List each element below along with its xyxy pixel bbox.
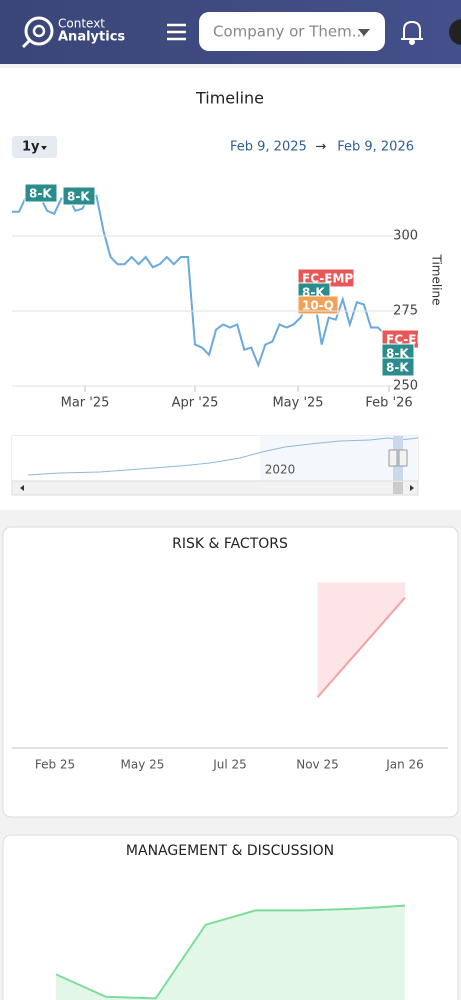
range-caret [41,146,47,150]
date-separator: → [316,140,327,155]
scroll-left[interactable] [20,485,24,491]
event-flag[interactable] [62,186,96,206]
x-tick-label: Apr '25 [172,396,219,411]
y-tick-label: 275 [393,304,418,319]
navigator-handle[interactable] [388,449,398,467]
navigator-label: 2020 [265,463,296,477]
y-axis-title: Timeline [430,253,444,305]
data-line [12,194,386,368]
event-flag-label: FC-EMP [386,333,437,347]
risk-title: RISK & FACTORS [172,536,288,552]
data-line [55,904,406,1000]
search-box[interactable] [199,12,385,51]
y-tick-label: 300 [393,229,418,244]
range-label: 1y [22,140,40,155]
event-flag-label: FC-EMP [302,272,353,286]
event-flag[interactable] [297,295,339,315]
scrollbar-thumb[interactable] [393,482,403,494]
timeline-title: Timeline [195,89,264,108]
y-tick-label: 250 [393,379,418,394]
date-from[interactable]: Feb 9, 2025 [230,140,307,155]
event-flag-label: 8-K [386,361,409,375]
search-caret [358,29,370,36]
x-tick-label: Nov 25 [296,758,339,772]
navigator-left [12,436,260,481]
range-button[interactable] [12,136,57,158]
event-flag-label: 8-K [29,187,52,201]
event-flag[interactable] [381,357,415,377]
event-flag-label: 8-K [386,347,409,361]
menu-button[interactable] [167,23,186,41]
risk-card [2,526,459,818]
logo[interactable] [21,16,54,49]
risk-plot: Feb 25 May 25 Jul 25 Nov 25 Jan 26 [35,582,424,772]
avatar[interactable] [449,19,461,45]
x-tick-label: Feb 25 [35,758,75,772]
navigator-handle[interactable] [398,449,408,467]
event-flag[interactable] [24,183,58,203]
x-tick-label: Jul 25 [212,758,247,772]
data-line [316,596,406,698]
x-tick-label: Feb '26 [365,396,412,411]
event-flag-label: 10-Q [302,299,334,313]
scroll-right[interactable] [410,485,414,491]
brand-top: Context [58,17,105,31]
x-tick-label: Mar '25 [61,396,110,411]
risk-band [317,582,405,698]
search-placeholder: Company or Them... [213,23,366,41]
data-area [56,905,405,1000]
x-tick-label: May '25 [272,396,323,411]
scrollbar[interactable] [11,480,419,496]
notifications[interactable] [401,20,423,45]
management-title: MANAGEMENT & DISCUSSION [126,843,334,859]
x-tick-label: May 25 [121,758,165,772]
navigator-window[interactable] [393,436,403,481]
navigator-line [27,437,419,476]
event-flag-label: 8-K [67,190,90,204]
brand-bottom: Analytics [58,30,125,45]
x-tick-label: Jan 26 [385,758,424,772]
management-plot [55,904,406,1000]
date-to[interactable]: Feb 9, 2026 [337,140,414,155]
